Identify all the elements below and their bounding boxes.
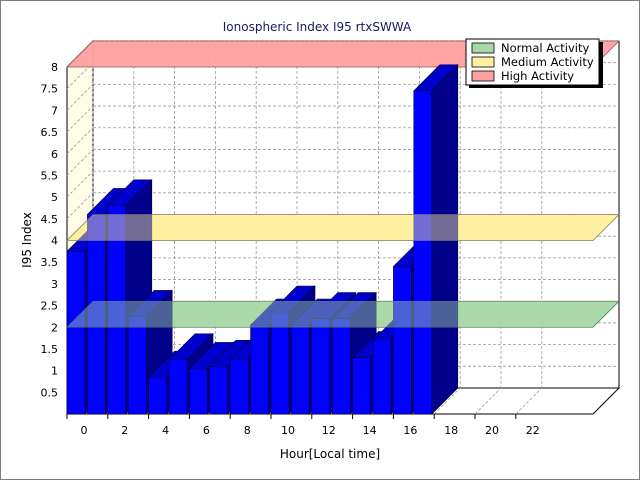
grid-line-side [66, 170, 94, 198]
y-axis-label: I95 Index [20, 212, 34, 268]
grid-line-side [66, 84, 94, 111]
x-tick-label: 0 [81, 424, 88, 437]
y-tick-label: 3.5 [41, 256, 59, 269]
x-tick-label: 8 [244, 424, 251, 437]
y-tick-label: 8 [51, 61, 58, 74]
y-axis-ticks: 0.5 1 1.5 2 2.5 3 3.5 4 4.5 5 5.5 6 6.5 7 7.5 8 [41, 61, 59, 399]
bar-front [311, 318, 331, 415]
bar-front [209, 365, 229, 415]
y-tick-label: 6.5 [41, 126, 59, 139]
x-tick-label: 4 [162, 424, 169, 437]
bar-front [168, 359, 188, 415]
x-tick-label: 12 [322, 424, 336, 437]
bar-front [250, 324, 269, 415]
bars [66, 64, 459, 415]
legend-swatch-medium [471, 56, 495, 68]
bar-front [413, 90, 433, 415]
grid-line-floor [474, 387, 502, 415]
x-tick-label: 6 [203, 424, 210, 437]
bar-front [127, 316, 147, 415]
x-tick-label: 14 [363, 424, 377, 437]
bar-front [66, 251, 86, 415]
band-medium-overlay [66, 214, 620, 241]
x-axis-ticks: 0 2 4 6 8 10 12 14 16 18 20 22 [66, 414, 540, 437]
grid-line-side [66, 105, 94, 133]
y-tick-label: 6 [51, 148, 58, 161]
bar-front [331, 318, 351, 415]
grid-line-floor [433, 387, 461, 415]
bar-front [270, 311, 290, 415]
bar [413, 64, 459, 415]
x-tick-label: 20 [485, 424, 499, 437]
legend-entry-normal: Normal Activity [501, 41, 589, 55]
x-tick-label: 2 [121, 424, 128, 437]
x-tick-label: 16 [403, 424, 417, 437]
y-tick-label: 7.5 [41, 83, 59, 96]
grid-line-side [66, 192, 94, 220]
x-tick-label: 10 [281, 424, 295, 437]
bar-front [107, 205, 127, 415]
y-tick-label: 4.5 [41, 213, 59, 226]
y-tick-label: 2.5 [41, 300, 59, 313]
y-tick-label: 7 [51, 104, 58, 117]
bar-front [148, 376, 167, 415]
x-tick-label: 22 [526, 424, 540, 437]
grid-line-floor [515, 387, 543, 415]
legend-entry-high: High Activity [501, 69, 574, 83]
legend: Normal Activity Medium Activity High Act… [465, 38, 603, 88]
bar-front [229, 359, 249, 415]
legend-entry-medium: Medium Activity [501, 55, 594, 69]
x-axis-label: Hour[Local time] [280, 447, 380, 461]
bar-front [291, 324, 310, 415]
y-tick-label: 1.5 [41, 343, 59, 356]
bar-front [189, 368, 208, 415]
chart-title: Ionospheric Index I95 rtxSWWA [223, 20, 412, 34]
legend-swatch-normal [471, 42, 495, 54]
y-tick-label: 5 [51, 191, 58, 204]
legend-swatch-high [471, 70, 495, 82]
bar-front [352, 357, 371, 415]
grid-line-side [66, 127, 94, 155]
activity-bands-front [66, 214, 620, 328]
y-tick-label: 1 [51, 365, 58, 378]
x-tick-label: 18 [444, 424, 458, 437]
y-tick-label: 5.5 [41, 169, 59, 182]
bar-front [372, 339, 392, 415]
y-tick-label: 4 [51, 235, 58, 248]
y-tick-label: 3 [51, 278, 58, 291]
grid-line-side [66, 149, 94, 176]
y-tick-label: 0.5 [41, 386, 59, 399]
band-normal-overlay [66, 300, 620, 328]
y-tick-label: 2 [51, 321, 58, 334]
bar-front [393, 266, 412, 415]
